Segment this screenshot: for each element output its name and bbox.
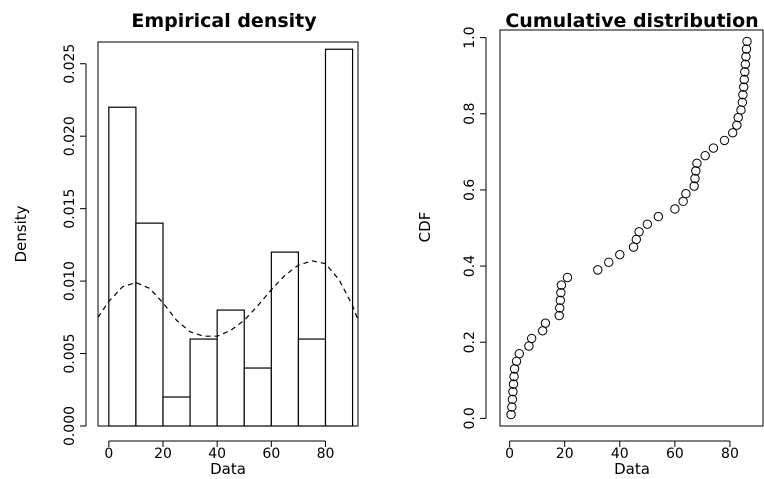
cdf-point [562,272,573,283]
cdf-point [508,387,518,397]
histogram-bar [189,338,218,427]
x-tick-label: 80 [721,446,739,462]
cdf-point [739,74,749,85]
density-curve [97,260,359,337]
cdf-point [690,173,700,184]
cdf-panel: Cumulative distribution 0 20 40 60 80 0.0 0.2… [416,10,764,478]
cdf-point [708,143,719,153]
histogram-bar [324,48,354,427]
cdf-title: Cumulative distribution [505,10,758,32]
y-tick-label: 0.2 [462,331,478,353]
histogram-bar [162,396,191,427]
cdf-point [509,371,519,382]
histogram-bar [297,338,327,427]
cdf-x-axis: 0 20 40 60 80 [505,440,739,462]
cdf-point [742,36,752,47]
y-tick-label: 0.015 [62,189,78,229]
cdf-points [506,36,752,420]
x-tick-label: 40 [611,446,629,462]
cdf-point [681,189,691,199]
histogram-bar [135,222,164,427]
x-tick-label: 80 [317,446,335,462]
y-tick-label: 0.4 [462,255,478,277]
cdf-point [737,97,748,108]
histogram-bar [216,309,245,427]
cdf-point [554,310,564,321]
density-x-axis: 0 20 40 60 80 [104,440,335,462]
cdf-point [507,394,518,405]
cdf-point [653,211,664,222]
x-tick-label: 40 [208,446,226,462]
x-tick-label: 0 [104,446,113,462]
x-tick-label: 60 [262,446,280,462]
cdf-y-label: CDF [416,212,434,243]
cdf-point [615,249,625,260]
cdf-point [689,181,699,191]
cdf-point [556,288,566,298]
density-x-label: Data [210,460,246,478]
cdf-point [732,120,742,130]
y-tick-label: 0.8 [462,103,478,125]
histogram-bar [108,106,137,427]
cdf-point [738,90,748,100]
cdf-point [700,150,710,161]
cdf-plot-frame [499,29,764,427]
cdf-point [642,219,653,229]
y-tick-label: 0.000 [62,406,78,446]
y-tick-label: 0.010 [62,261,78,301]
y-tick-label: 0.6 [462,179,478,201]
cdf-point [556,280,567,290]
y-tick-label: 1.0 [462,26,478,48]
y-tick-label: 0.020 [62,116,78,156]
cdf-point [692,158,702,168]
cdf-point [508,379,519,389]
y-tick-label: 0.0 [462,407,478,429]
cdf-point [506,409,516,420]
cdf-point [555,295,566,306]
cdf-point [740,67,750,77]
cdf-point [670,204,680,214]
cdf-point [509,364,520,374]
cdf-point [555,303,565,313]
density-y-axis: 0.000 0.005 0.010 0.015 0.020 0.025 [62,44,87,446]
cdf-point [691,166,701,176]
cdf-point [739,82,749,92]
cdf-point [740,59,751,69]
density-title: Empirical density [131,10,317,32]
cdf-point [604,257,614,267]
y-tick-label: 0.025 [62,44,78,84]
x-tick-label: 20 [154,446,172,462]
cdf-point [634,227,644,237]
cdf-point [741,44,752,54]
x-tick-label: 0 [505,446,514,462]
histogram-bar [243,367,272,427]
histogram-bars [108,48,354,427]
cdf-point [728,128,738,138]
cdf-y-axis: 0.0 0.2 0.4 0.6 0.8 1.0 [462,26,487,430]
density-panel: Empirical density 0 20 40 60 80 0.0000.0050.… [12,10,359,478]
cdf-point [736,105,746,115]
cdf-point [741,51,751,62]
cdf-x-label: Data [614,460,650,478]
cdf-point [507,402,517,412]
cdf-point [526,333,537,344]
y-tick-label: 0.005 [62,334,78,374]
cdf-point [719,135,730,146]
x-tick-label: 60 [666,446,684,462]
x-tick-label: 20 [556,446,574,462]
histogram-bar [270,251,300,427]
cdf-point [540,318,551,328]
density-y-label: Density [12,205,30,262]
cdf-point [514,348,524,359]
cdf-point [593,265,603,275]
